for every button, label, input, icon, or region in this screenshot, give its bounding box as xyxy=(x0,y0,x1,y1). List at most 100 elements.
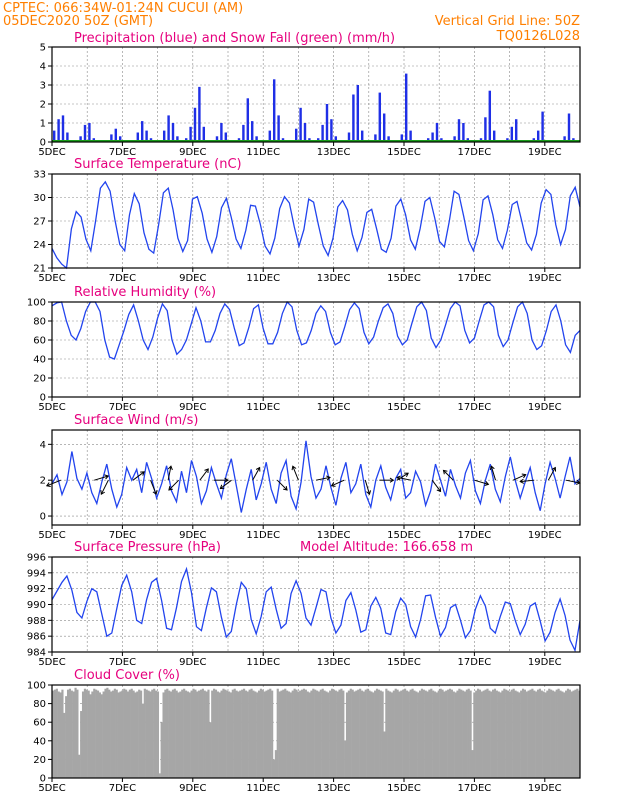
x-tick-label: 19DEC xyxy=(528,530,562,541)
panel-pres: 984 986 988 990 992 994 996 Surface Pressure (h… xyxy=(27,540,581,668)
wind-vector-arrowhead xyxy=(404,472,409,478)
grid-line-note: Vertical Grid Line: 50Z xyxy=(435,14,580,29)
wind-vector xyxy=(331,479,345,487)
precip-bar xyxy=(114,128,118,142)
cloud-bar xyxy=(244,690,248,778)
cloud-bar xyxy=(428,689,431,778)
cloud-bar xyxy=(398,691,401,778)
cloud-bar xyxy=(130,688,133,778)
precip-bar xyxy=(83,124,87,142)
cloud-bar xyxy=(576,688,579,778)
wind-vector-arrowhead xyxy=(442,469,448,475)
cloud-bar xyxy=(231,689,234,778)
cloud-bar xyxy=(241,689,244,778)
precip-bar xyxy=(246,98,250,142)
cloud-bar xyxy=(278,691,281,778)
y-tick-label: 20 xyxy=(33,755,46,766)
wind-vector-arrowhead xyxy=(167,465,173,471)
cloud-bar xyxy=(173,688,176,778)
precip-bar xyxy=(220,123,223,142)
x-tick-label: 11DEC xyxy=(246,273,280,284)
cloud-bar xyxy=(136,691,139,778)
wind-vector xyxy=(94,475,109,481)
precip-bar xyxy=(272,79,276,142)
cloud-bar xyxy=(347,690,351,778)
cloud-bar xyxy=(254,691,257,778)
precip-bar xyxy=(110,134,113,142)
y-tick-label: 33 xyxy=(33,170,46,181)
precip-bar xyxy=(52,130,56,142)
wind-vector xyxy=(474,479,489,485)
y-tick-label: 60 xyxy=(33,336,46,347)
cloud-bar xyxy=(138,689,141,778)
cloud-bar xyxy=(248,689,251,778)
cloud-bar xyxy=(164,689,167,778)
cloud-bar xyxy=(490,691,493,778)
cloud-bar xyxy=(162,692,165,778)
wind-vector-arrowhead xyxy=(219,484,225,490)
cloud-bar xyxy=(323,690,326,778)
y-tick-label: 24 xyxy=(33,240,46,251)
cloud-bar xyxy=(469,690,472,778)
rh-title: Relative Humidity (%) xyxy=(74,285,216,300)
cloud-bar xyxy=(181,689,184,778)
cloud-bar xyxy=(317,691,321,778)
cloud-bar xyxy=(407,691,410,778)
cloud-bar xyxy=(52,690,55,778)
cloud-bar xyxy=(334,690,337,778)
cloud-bar xyxy=(433,691,437,778)
cloud-bar xyxy=(205,691,208,778)
cloud-bar xyxy=(126,691,130,778)
cloud-bar xyxy=(166,688,169,778)
precip-bar xyxy=(61,115,65,142)
cloud-bar xyxy=(134,692,137,778)
cloud-bar xyxy=(175,690,178,778)
cloud-bar xyxy=(119,691,122,778)
x-tick-label: 15DEC xyxy=(387,530,421,541)
cloud-bar xyxy=(435,692,439,778)
cloud-bar xyxy=(228,691,231,778)
cloud-bar xyxy=(570,691,573,778)
wind-series-line xyxy=(51,440,581,513)
wind-vector xyxy=(150,480,157,495)
precip-bar xyxy=(514,119,518,142)
cloud-bar xyxy=(203,690,206,778)
x-tick-label: 13DEC xyxy=(317,783,351,794)
wind-vector-arrowhead xyxy=(283,485,288,491)
cloud-bar xyxy=(529,689,532,778)
precip-bar xyxy=(215,136,219,142)
y-tick-label: 996 xyxy=(27,553,46,564)
precip-bar xyxy=(88,123,91,142)
cloud-bar xyxy=(563,692,566,778)
wind-vector-arrowhead xyxy=(224,477,229,483)
cloud-bar xyxy=(329,690,332,778)
plot-frame xyxy=(51,46,581,143)
cloud-bar xyxy=(284,688,287,778)
cloud-bar xyxy=(316,690,319,778)
cloud-bar xyxy=(87,690,90,778)
x-tick-label: 19DEC xyxy=(528,783,562,794)
cloud-bar xyxy=(211,690,214,778)
cloud-bar xyxy=(475,690,478,778)
cloud-bar xyxy=(76,689,79,778)
x-tick-label: 7DEC xyxy=(109,657,136,668)
cloud-bar xyxy=(359,688,362,778)
cloud-bar xyxy=(454,692,457,778)
cloud-bar xyxy=(518,692,521,778)
cloud-bar xyxy=(330,688,334,778)
cloud-bar xyxy=(299,690,302,778)
station-header: CPTEC: 066:34W-01:24N CUCUI (AM) xyxy=(3,1,243,16)
cloud-bar xyxy=(383,731,386,778)
cloud-bar xyxy=(523,689,527,778)
x-tick-label: 13DEC xyxy=(317,402,351,413)
x-tick-label: 9DEC xyxy=(179,273,206,284)
wind-vector xyxy=(132,471,145,481)
cloud-bar xyxy=(387,690,390,778)
x-tick-label: 7DEC xyxy=(109,530,136,541)
panel-precip: 0 1 2 3 4 5 Precipitation (blue) and Snow Fall… xyxy=(38,31,581,158)
cloud-bar xyxy=(110,691,113,778)
cloud-bar xyxy=(447,689,450,778)
y-tick-label: 21 xyxy=(33,264,46,275)
x-tick-label: 13DEC xyxy=(317,147,351,158)
cloud-bar xyxy=(551,690,555,778)
